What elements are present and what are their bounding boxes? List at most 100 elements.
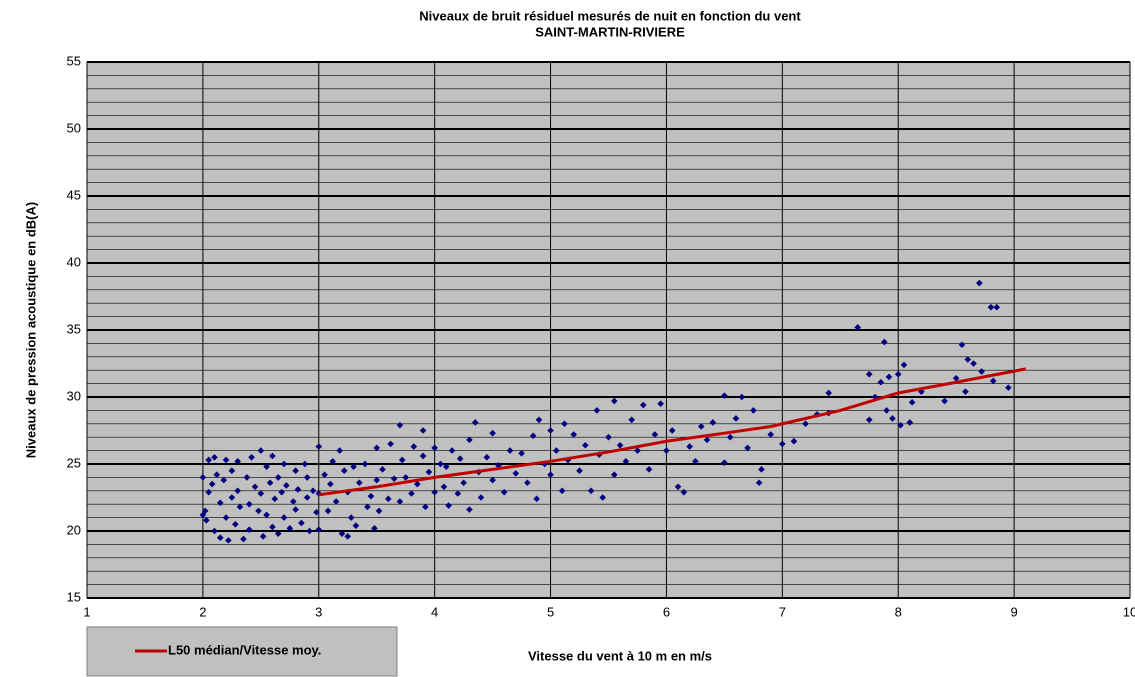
scatter-point — [283, 482, 290, 489]
scatter-point — [582, 441, 589, 449]
y-tick-label: 45 — [67, 187, 81, 202]
scatter-point — [248, 454, 255, 461]
scatter-point — [263, 511, 270, 519]
scatter-point — [303, 474, 311, 481]
scatter-point — [222, 514, 230, 521]
scatter-point — [657, 400, 664, 407]
scatter-point — [390, 475, 398, 483]
scatter-point — [533, 495, 540, 503]
scatter-point — [448, 447, 456, 454]
scatter-point — [431, 488, 438, 496]
scatter-point — [524, 479, 531, 487]
scatter-point — [203, 516, 210, 524]
scatter-point — [274, 530, 282, 537]
scatter-point — [201, 507, 209, 515]
scatter-point — [738, 393, 746, 401]
scatter-point — [547, 427, 554, 434]
scatter-point — [881, 338, 888, 346]
x-tick-label: 9 — [1010, 604, 1017, 619]
scatter-point — [352, 522, 360, 529]
scatter-point — [292, 467, 299, 474]
chart-title: Niveaux de bruit résiduel mesurés de nui… — [419, 8, 801, 23]
scatter-point — [234, 458, 241, 465]
scatter-point — [410, 443, 418, 450]
scatter-point — [790, 437, 798, 445]
scatter-point — [442, 463, 450, 470]
scatter-point — [668, 427, 676, 434]
scatter-point — [456, 455, 464, 462]
scatter-point — [228, 494, 236, 501]
scatter-point — [610, 397, 618, 405]
scatter-point — [587, 487, 595, 495]
scatter-point — [645, 466, 653, 473]
scatter-point — [541, 460, 549, 468]
y-tick-label: 35 — [67, 321, 81, 336]
scatter-point — [495, 462, 502, 469]
scatter-point — [692, 458, 699, 465]
scatter-point — [721, 392, 728, 399]
scatter-point — [962, 388, 969, 395]
scatter-point — [605, 433, 612, 441]
scatter-point — [419, 427, 427, 434]
scatter-point — [871, 393, 879, 401]
y-tick-label: 30 — [67, 388, 81, 403]
scatter-point — [422, 503, 429, 511]
scatter-point — [454, 490, 462, 497]
scatter-point — [332, 498, 340, 505]
scatter-point — [628, 416, 635, 424]
scatter-point — [885, 373, 893, 381]
scatter-point — [271, 495, 279, 503]
scatter-point — [367, 492, 375, 500]
scatter-point — [398, 456, 406, 464]
y-tick-label: 50 — [67, 120, 81, 135]
scatter-point — [721, 459, 728, 466]
scatter-point — [529, 432, 537, 440]
scatter-point — [289, 498, 297, 505]
scatter-point — [257, 490, 265, 497]
scatter-point — [553, 447, 560, 454]
x-tick-label: 5 — [547, 604, 554, 619]
scatter-point — [952, 374, 960, 382]
scatter-point — [321, 471, 328, 479]
scatter-point — [477, 494, 485, 501]
scatter-point — [993, 303, 1001, 311]
scatter-point — [750, 407, 757, 414]
scatter-point — [755, 479, 763, 487]
scatter-point — [280, 460, 288, 468]
scatter-point — [211, 454, 218, 461]
scatter-point — [506, 447, 514, 454]
y-tick-label: 40 — [67, 254, 81, 269]
x-tick-label: 4 — [431, 604, 438, 619]
scatter-point — [225, 537, 232, 544]
scatter-point — [315, 526, 323, 533]
scatter-point — [375, 507, 383, 515]
scatter-point — [976, 279, 983, 287]
scatter-point — [208, 480, 216, 488]
scatter-point — [989, 377, 997, 385]
scatter-point — [259, 533, 267, 540]
scatter-point — [561, 420, 568, 428]
scatter-point — [512, 470, 520, 477]
scatter-point — [906, 419, 914, 426]
scatter-point — [535, 416, 543, 424]
y-tick-label: 55 — [67, 53, 81, 68]
scatter-point — [211, 527, 218, 535]
scatter-point — [865, 370, 873, 378]
y-tick-label: 25 — [67, 455, 81, 470]
scatter-point — [883, 407, 890, 414]
scatter-point — [703, 436, 711, 444]
scatter-point — [489, 429, 496, 437]
scatter-point — [622, 458, 630, 465]
scatter-point — [396, 421, 404, 429]
scatter-point — [610, 471, 618, 479]
scatter-point — [599, 494, 607, 501]
scatter-point — [222, 456, 230, 464]
scatter-point — [350, 463, 357, 470]
legend-label: L50 médian/Vitesse moy. — [168, 642, 321, 657]
scatter-point — [364, 503, 371, 511]
scatter-point — [767, 431, 775, 438]
scatter-point — [440, 483, 448, 491]
scatter-point — [726, 433, 734, 441]
